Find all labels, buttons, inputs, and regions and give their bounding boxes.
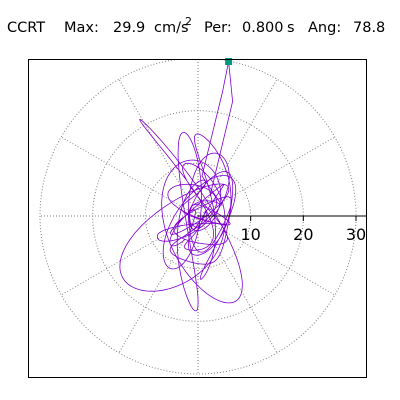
grid-spoke bbox=[118, 78, 199, 217]
grid-spoke bbox=[118, 215, 199, 354]
radial-tick-label-20: 20 bbox=[293, 225, 313, 244]
peak-marker bbox=[225, 58, 233, 65]
grid-spoke bbox=[197, 136, 336, 217]
grid-spoke bbox=[60, 136, 199, 217]
angle-value: 78.8 bbox=[353, 20, 386, 36]
radial-axis bbox=[198, 215, 366, 221]
orbit-trace bbox=[119, 61, 243, 312]
period-label: Per: bbox=[204, 20, 232, 36]
max-unit-exponent: 2 bbox=[185, 15, 192, 28]
orbit-trace-path bbox=[119, 61, 243, 312]
grid-spoke bbox=[197, 215, 336, 296]
max-value: 29.9 bbox=[113, 20, 146, 36]
plot-frame bbox=[28, 59, 367, 378]
radial-tick-label-10: 10 bbox=[240, 225, 260, 244]
radial-tick-label-30: 30 bbox=[346, 225, 366, 244]
grid-spoke bbox=[197, 215, 278, 354]
angle-label: Ang: bbox=[308, 20, 342, 36]
grid-spoke bbox=[60, 215, 199, 296]
max-label: Max: bbox=[64, 20, 99, 36]
radial-tick-labels: 10 20 30 bbox=[240, 225, 366, 244]
grid-spoke bbox=[197, 78, 278, 217]
period-unit: s bbox=[287, 20, 295, 36]
max-unit: cm/s bbox=[154, 20, 189, 36]
station-code: CCRT bbox=[7, 20, 46, 36]
period-value: 0.800 bbox=[242, 20, 284, 36]
